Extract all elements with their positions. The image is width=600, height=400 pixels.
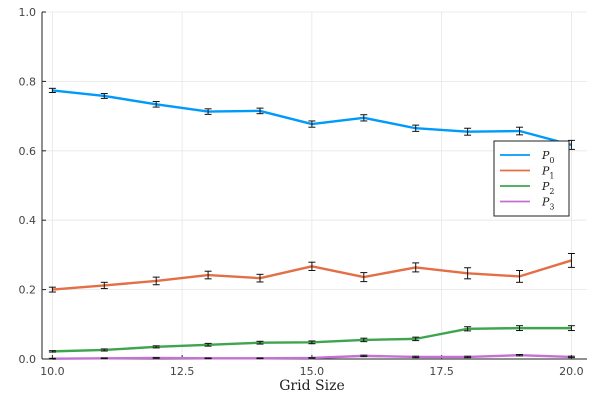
error-bar [48,87,56,94]
error-bar [256,357,264,360]
error-bar [412,336,420,342]
y-tick-label: 0.0 [19,353,37,366]
error-bar [256,273,264,283]
x-tick-label: 20.0 [559,365,584,378]
error-bar [412,355,420,359]
error-bar [152,357,160,359]
error-bar [464,326,472,332]
error-bar [464,355,472,359]
error-bar [204,270,212,280]
legend-label-subscript: 3 [549,203,554,212]
y-tick-label: 1.0 [19,6,37,19]
error-bar [308,261,316,272]
error-bar [360,272,368,283]
x-tick-label: 10.0 [40,365,65,378]
error-bar [464,127,472,136]
legend-label-subscript: 1 [549,172,554,181]
error-bar [412,124,420,132]
error-bar [100,281,108,290]
series-P2 [48,325,575,353]
error-bar [412,262,420,273]
legend-box [493,140,570,217]
error-bar [516,126,524,136]
error-bar [204,357,212,360]
error-bar [100,93,108,99]
y-tick-label: 0.4 [19,214,37,227]
error-bar [48,286,56,293]
error-bar [100,348,108,352]
error-bar [308,120,316,128]
error-bar [567,355,575,359]
x-tick-label: 12.5 [170,365,195,378]
x-axis-title: Grid Size [279,378,345,394]
legend-label-subscript: 2 [549,187,554,196]
error-bar [516,353,524,357]
error-bar [256,340,264,345]
error-bar [516,270,524,283]
error-bar [152,101,160,108]
series-P3 [48,353,575,360]
series-P1 [48,253,575,293]
y-tick-label: 0.6 [19,145,37,158]
error-bar [152,345,160,349]
error-bar [48,350,56,353]
error-bar [360,354,368,358]
legend-label-subscript: 0 [549,156,554,165]
x-tick-label: 17.5 [429,365,454,378]
error-bar [256,107,264,115]
error-bar [516,325,524,332]
error-bar [360,337,368,343]
x-tick-label: 15.0 [300,365,325,378]
error-bar [100,357,108,360]
series-P0 [48,87,575,150]
error-bar [567,253,575,268]
tick-labels: 10.0 12.5 15.0 17.5 20.0 0.0 0.2 0.4 0.6 0.8 1.0 [19,6,584,378]
series-group [48,87,575,360]
error-bar [204,342,212,347]
error-bar [308,340,316,345]
error-bar [48,357,56,360]
error-bar [360,114,368,122]
error-bar [308,357,316,359]
y-tick-label: 0.8 [19,75,37,88]
error-bar [204,108,212,115]
error-bar [567,325,575,332]
error-bar [152,276,160,286]
error-bar [464,267,472,280]
y-tick-label: 0.2 [19,284,37,297]
